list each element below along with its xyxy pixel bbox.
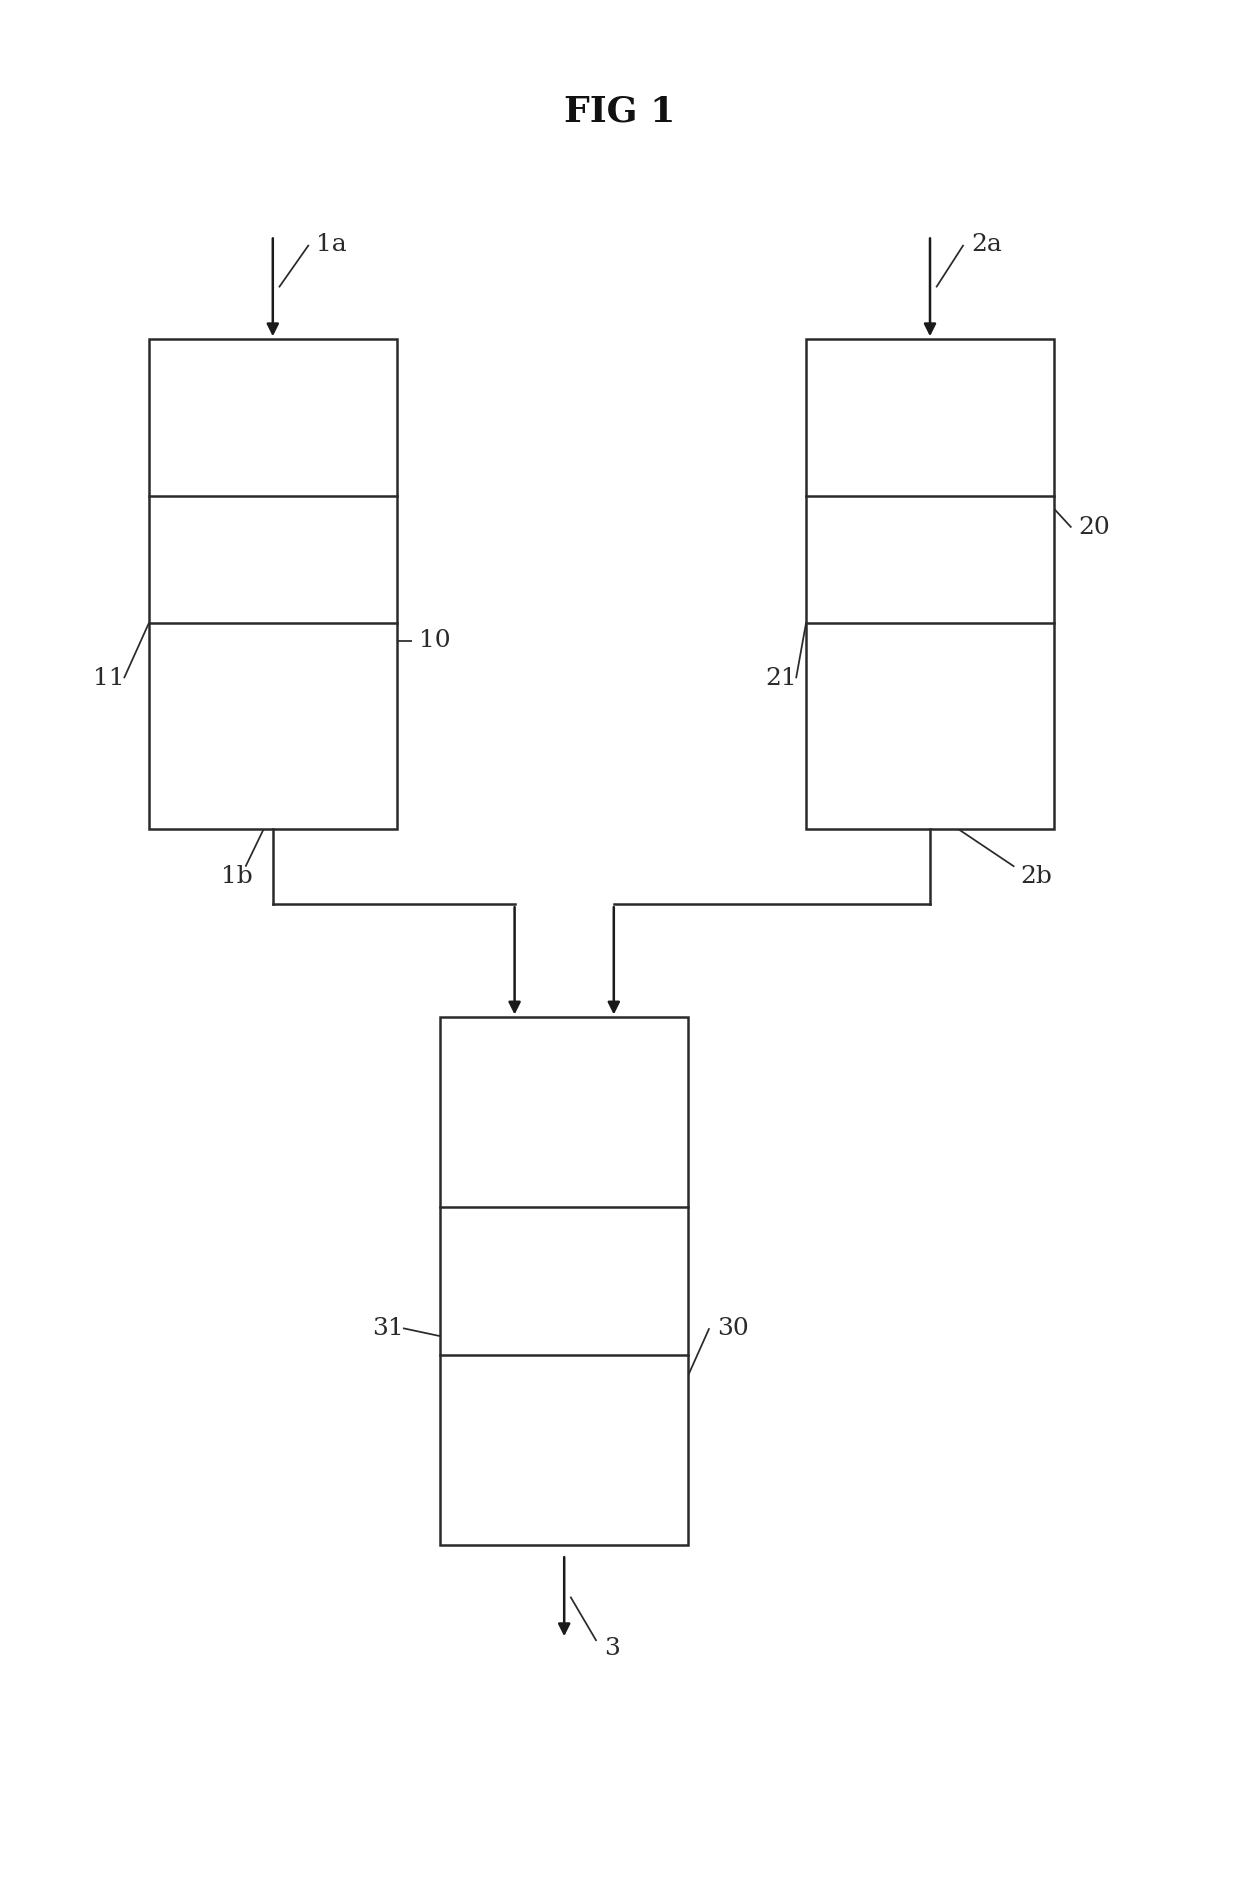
Text: 3: 3 (604, 1637, 620, 1660)
Text: 20: 20 (1079, 516, 1111, 539)
Text: 1b: 1b (221, 865, 253, 887)
Text: 31: 31 (372, 1317, 404, 1340)
Text: 1a: 1a (316, 234, 347, 256)
Text: 2a: 2a (971, 234, 1002, 256)
Text: FIG 1: FIG 1 (564, 94, 676, 128)
Text: 10: 10 (419, 629, 451, 652)
Text: 21: 21 (765, 667, 797, 690)
Bar (806, 339, 1054, 829)
Bar (149, 339, 397, 829)
Text: 2b: 2b (1021, 865, 1053, 887)
Text: 30: 30 (717, 1317, 749, 1340)
Bar (440, 1017, 688, 1545)
Text: 11: 11 (93, 667, 124, 690)
